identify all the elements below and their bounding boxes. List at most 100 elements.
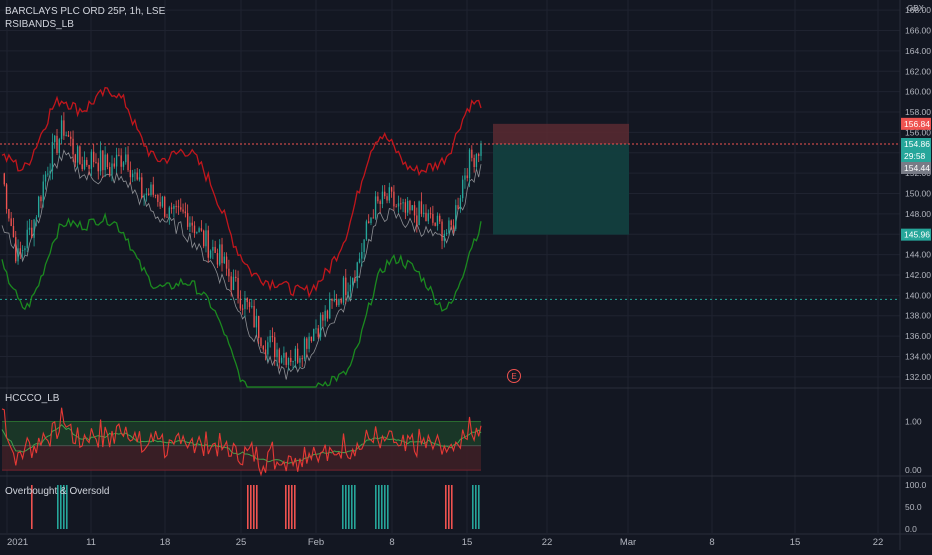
ob-os-bar <box>253 485 255 529</box>
candle-body <box>457 205 459 209</box>
candle-body <box>102 150 104 171</box>
price-tick-label: 136.00 <box>905 331 931 341</box>
ob-os-bar <box>31 485 33 529</box>
candle-body <box>104 154 106 171</box>
candle-body <box>95 162 97 164</box>
candle-body <box>161 196 164 207</box>
ob-os-bar <box>250 485 252 529</box>
candle-body <box>111 163 113 175</box>
candle-body <box>232 276 235 290</box>
candle-body <box>49 170 51 174</box>
ob-os-bar <box>472 485 474 529</box>
candle-body <box>109 167 111 175</box>
currency-label: GBX <box>907 4 924 13</box>
candle-body <box>170 207 173 209</box>
ob-os-bar <box>63 485 65 529</box>
candle-body <box>356 262 358 282</box>
candle-body <box>400 203 402 205</box>
candle-body <box>15 237 17 262</box>
price-tick-label: 168.00 <box>905 5 931 15</box>
target-price-tag: 145.96 <box>904 230 930 240</box>
candle-body <box>33 219 35 238</box>
candle-body <box>365 221 368 240</box>
candle-body <box>175 205 177 207</box>
ob-os-bar <box>291 485 293 529</box>
ob-os-bar <box>478 485 480 529</box>
ob-os-bar <box>66 485 68 529</box>
candle-body <box>443 233 446 241</box>
candle-body <box>113 163 115 167</box>
candle-body <box>219 244 221 265</box>
candle-body <box>31 227 33 238</box>
time-tick-label: 8 <box>709 537 714 548</box>
candle-body <box>10 218 12 226</box>
candle-body <box>370 217 372 224</box>
candle-body <box>136 172 138 180</box>
obos-tick-label: 100.0 <box>905 480 927 490</box>
indicator-legend-hccco[interactable]: HCCCO_LB <box>5 393 60 404</box>
candle-body <box>390 187 393 192</box>
ob-os-bar <box>288 485 290 529</box>
price-tick-label: 166.00 <box>905 26 931 36</box>
candle-body <box>209 250 212 258</box>
countdown-tag: 29:58 <box>904 151 926 161</box>
candle-body <box>480 144 482 156</box>
candle-body <box>461 179 464 199</box>
candle-body <box>464 175 466 180</box>
candle-body <box>347 291 349 295</box>
price-tags: 156.84 154.86 29:58 154.44 145.96 <box>901 117 931 241</box>
candle-body <box>92 151 95 163</box>
candle-body <box>58 139 60 154</box>
candle-body <box>441 221 443 241</box>
candle-body <box>324 310 326 321</box>
earnings-icon <box>507 369 521 383</box>
candle-body <box>290 357 292 363</box>
candle-body <box>285 352 287 365</box>
symbol-legend[interactable]: BARCLAYS PLC ORD 25P, 1h, LSE <box>5 6 166 17</box>
stop-loss-zone <box>493 123 629 145</box>
candle-body <box>363 239 365 252</box>
price-tick-label: 162.00 <box>905 66 931 76</box>
ob-os-bar <box>375 485 377 529</box>
candle-body <box>258 316 260 339</box>
candle-body <box>212 246 214 251</box>
candle-body <box>374 196 377 219</box>
candle-body <box>452 225 455 229</box>
candle-body <box>292 361 294 363</box>
price-tick-label: 158.00 <box>905 107 931 117</box>
candle-body <box>450 220 452 226</box>
candle-body <box>193 225 196 234</box>
price-tick-label: 156.00 <box>905 127 931 137</box>
ob-os-bar <box>451 485 453 529</box>
candle-body <box>141 177 143 199</box>
time-tick-label: 8 <box>389 537 394 548</box>
candle-body <box>200 228 203 231</box>
lower-band-line <box>1 212 482 388</box>
indicator-legend-rsibands[interactable]: RSIBANDS_LB <box>5 19 74 30</box>
candle-body <box>60 120 63 140</box>
candle-body <box>478 154 480 156</box>
candle-body <box>83 159 86 170</box>
candle-body <box>278 349 281 363</box>
candle-body <box>19 248 22 251</box>
candle-body <box>436 215 439 226</box>
last-price-tag: 154.86 <box>904 139 930 149</box>
ob-os-bar <box>294 485 296 529</box>
candle-body <box>432 213 434 223</box>
candle-body <box>322 314 324 321</box>
candle-body <box>471 149 473 158</box>
candle-body <box>315 328 317 330</box>
time-tick-label: Mar <box>620 537 636 548</box>
candle-body <box>129 170 132 178</box>
candle-body <box>423 212 425 214</box>
candle-body <box>42 181 44 202</box>
candle-body <box>274 337 276 358</box>
indicator-legend-obos[interactable]: Overbought & Oversold <box>5 486 110 497</box>
candle-body <box>223 256 225 264</box>
candle-body <box>230 276 232 290</box>
candle-body <box>326 310 329 319</box>
candle-body <box>207 230 209 258</box>
candle-body <box>214 246 216 254</box>
